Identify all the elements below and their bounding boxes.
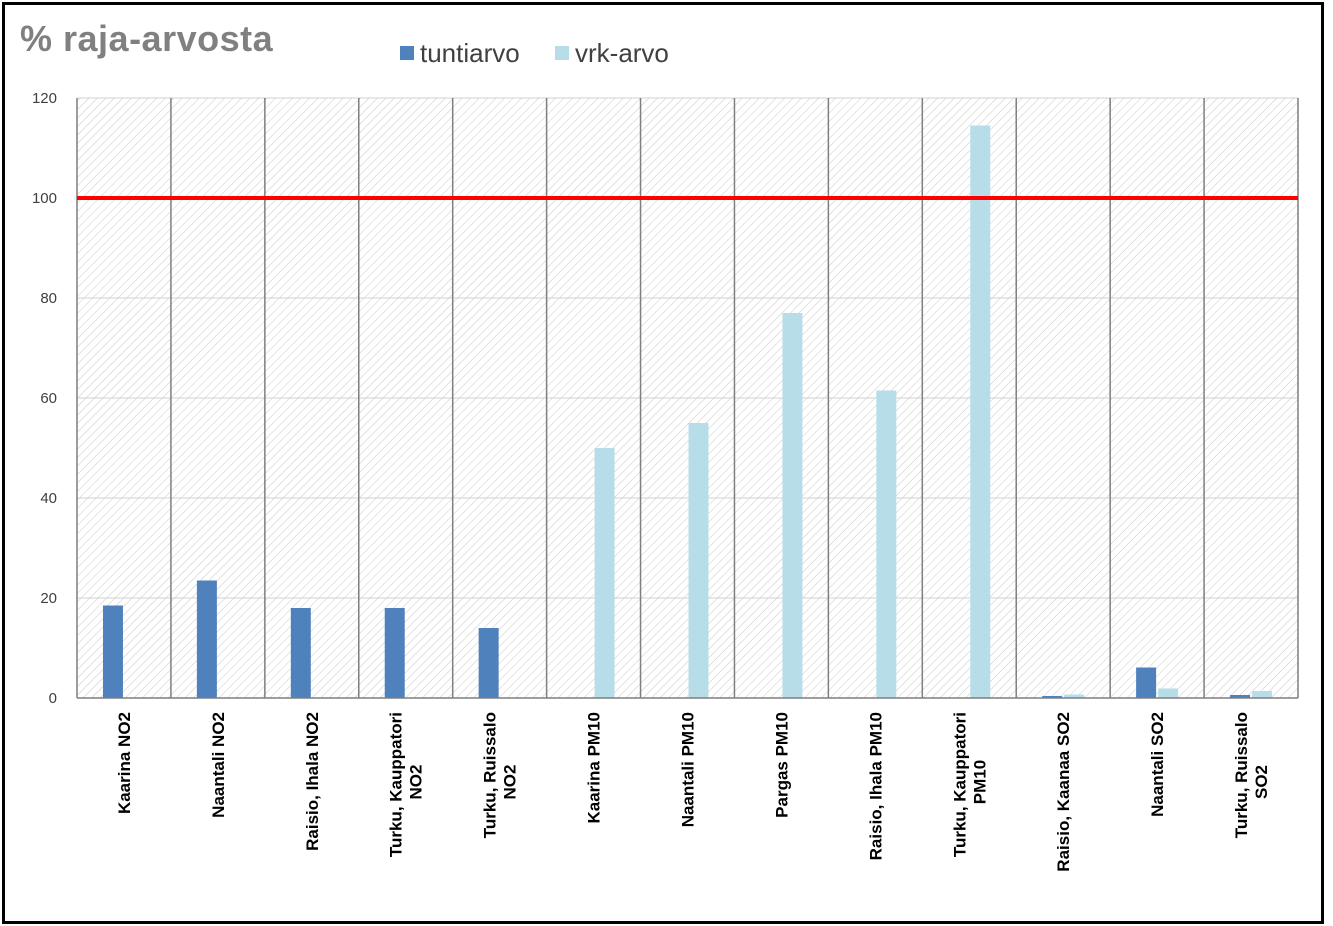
x-tick-label: Turku, RuissaloSO2	[1232, 712, 1271, 838]
y-tick-label: 80	[40, 290, 57, 307]
y-tick-label: 60	[40, 390, 57, 407]
y-tick-label: 0	[49, 690, 57, 707]
bar-vrk-arvo-5	[594, 448, 615, 698]
x-tick-label-line: Turku, Kauppatori	[387, 712, 406, 857]
legend-label-vrk-arvo: vrk-arvo	[575, 37, 669, 68]
bar-vrk-arvo-6	[688, 423, 709, 698]
y-tick-label: 120	[32, 90, 57, 107]
legend-item-vrk-arvo: vrk-arvo	[555, 38, 669, 68]
bar-tuntiarvo-11	[1136, 667, 1157, 698]
x-tick-label: Turku, KauppatoriNO2	[387, 712, 426, 857]
bar-tuntiarvo-12	[1230, 695, 1251, 698]
bar-vrk-arvo-11	[1158, 688, 1179, 698]
x-tick-label: Naantali PM10	[679, 712, 698, 827]
x-tick-label: Turku, RuissaloNO2	[481, 712, 520, 838]
bar-vrk-arvo-12	[1252, 691, 1273, 698]
x-tick-label-line: PM10	[970, 760, 989, 804]
x-tick-label-line: Raisio, Kaanaa SO2	[1054, 712, 1073, 872]
x-tick-label-line: Naantali PM10	[679, 712, 698, 827]
bar-tuntiarvo-4	[478, 628, 499, 698]
bar-tuntiarvo-1	[196, 580, 217, 698]
x-tick-label: Raisio, Kaanaa SO2	[1054, 712, 1073, 872]
x-tick-label-line: Turku, Ruissalo	[1232, 712, 1251, 838]
x-tick-label-line: Turku, Kauppatori	[950, 712, 969, 857]
bar-tuntiarvo-0	[102, 605, 123, 698]
x-tick-label-line: SO2	[1252, 765, 1271, 799]
x-tick-label: Raisio, Ihala NO2	[303, 712, 322, 851]
bar-tuntiarvo-2	[290, 608, 311, 698]
x-tick-label-line: Pargas PM10	[772, 712, 791, 818]
y-tick-label: 100	[32, 190, 57, 207]
legend-label-tuntiarvo: tuntiarvo	[420, 37, 520, 68]
bar-vrk-arvo-8	[876, 390, 897, 698]
x-tick-label-line: Turku, Ruissalo	[481, 712, 500, 838]
y-tick-label: 40	[40, 490, 57, 507]
x-tick-label: Pargas PM10	[772, 712, 791, 818]
x-tick-label: Turku, KauppatoriPM10	[950, 712, 989, 857]
x-tick-label: Kaarina NO2	[115, 712, 134, 814]
chart-title: % raja-arvosta	[20, 18, 274, 59]
x-tick-label-line: NO2	[407, 765, 426, 800]
legend-item-tuntiarvo: tuntiarvo	[400, 38, 520, 68]
x-tick-label-line: Kaarina PM10	[585, 712, 604, 824]
x-tick-label: Kaarina PM10	[585, 712, 604, 824]
x-tick-label: Naantali NO2	[209, 712, 228, 818]
legend-swatch-tuntiarvo	[400, 46, 414, 60]
bar-tuntiarvo-10	[1042, 696, 1063, 698]
x-tick-label-line: Raisio, Ihala NO2	[303, 712, 322, 851]
x-tick-label-line: NO2	[501, 765, 520, 800]
y-tick-label: 20	[40, 590, 57, 607]
bar-vrk-arvo-7	[782, 313, 803, 698]
bar-vrk-arvo-10	[1064, 694, 1085, 698]
x-tick-label: Raisio, Ihala PM10	[866, 712, 885, 860]
x-tick-label-line: Raisio, Ihala PM10	[866, 712, 885, 860]
x-tick-label-line: Kaarina NO2	[115, 712, 134, 814]
legend-swatch-vrk-arvo	[555, 46, 569, 60]
bar-tuntiarvo-3	[384, 608, 405, 698]
x-tick-label-line: Naantali NO2	[209, 712, 228, 818]
bar-vrk-arvo-9	[970, 125, 991, 698]
x-tick-label: Naantali SO2	[1148, 712, 1167, 817]
x-tick-label-line: Naantali SO2	[1148, 712, 1167, 817]
